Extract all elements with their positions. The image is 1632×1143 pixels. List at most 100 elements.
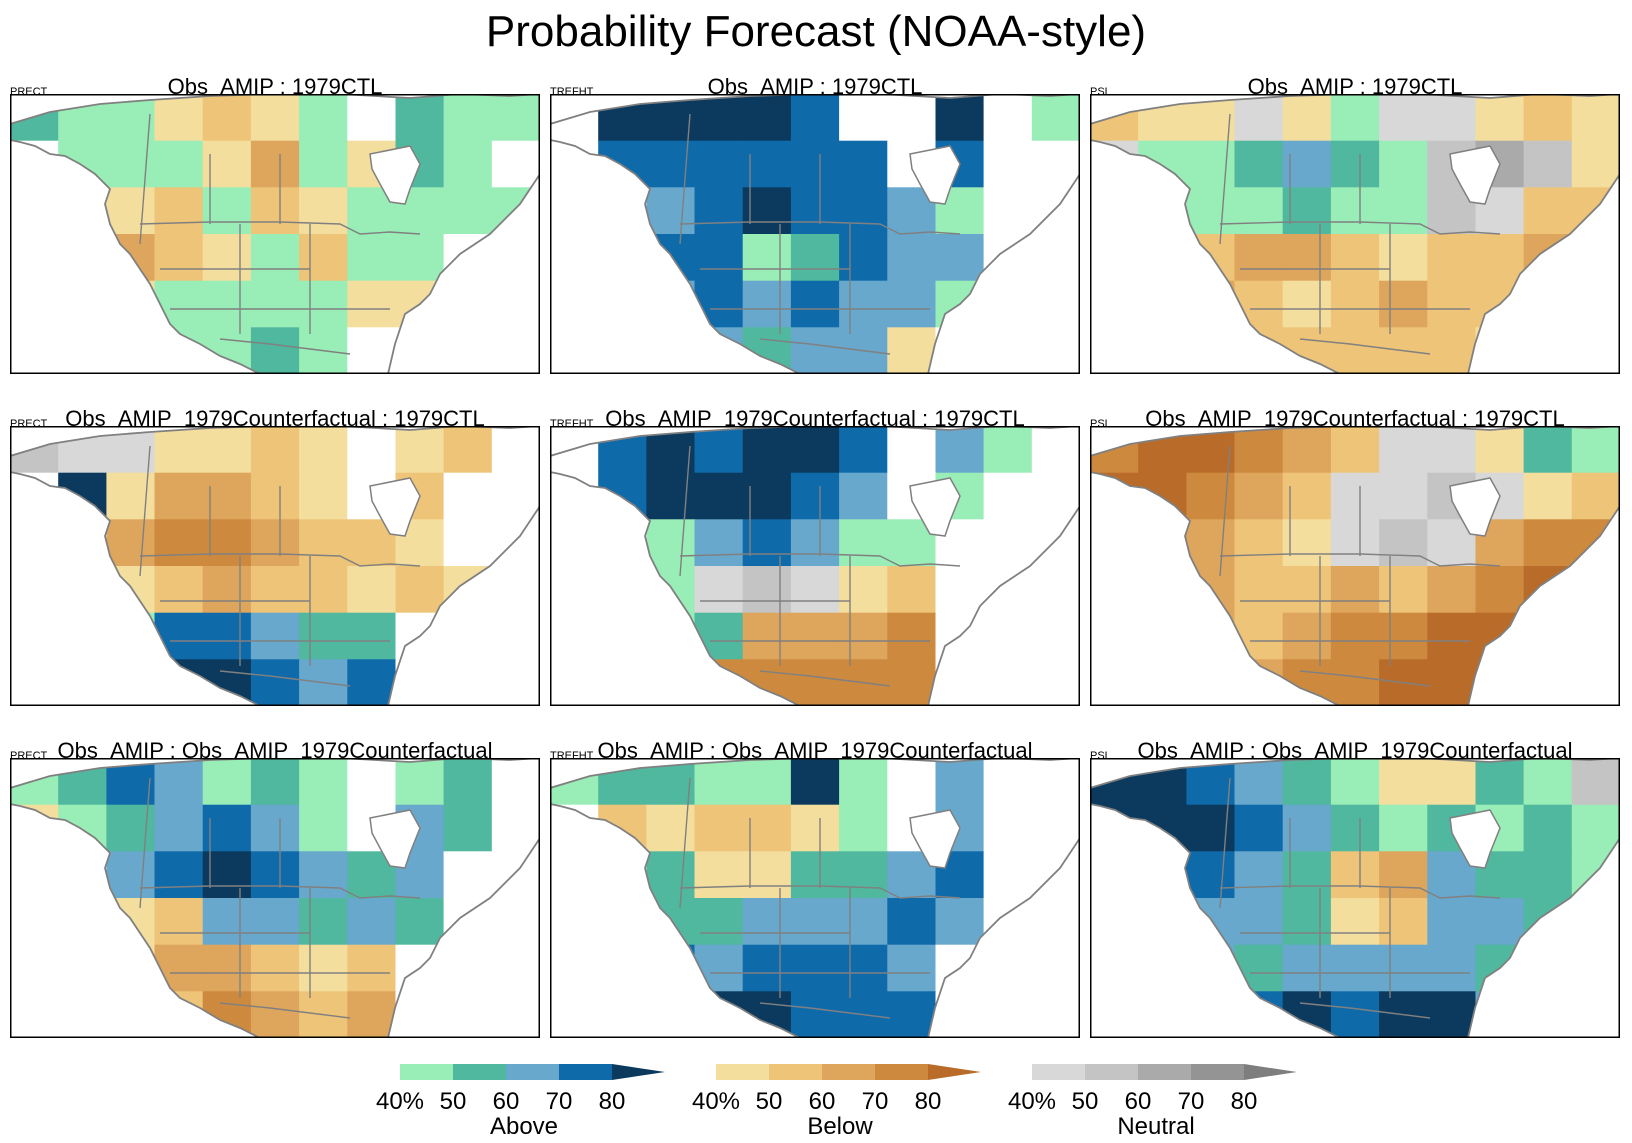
probability-cell: [202, 758, 252, 806]
probability-cell: [347, 659, 397, 706]
probability-cell: [839, 898, 888, 946]
boundary-line: [759, 1002, 891, 1019]
probability-cell: [1330, 327, 1380, 374]
probability-cell: [790, 991, 840, 1038]
probability-cell: [983, 140, 1033, 188]
probability-cell: [250, 758, 300, 806]
probability-cell: [1379, 804, 1428, 852]
probability-cell: [839, 519, 888, 567]
probability-cell: [250, 140, 300, 188]
probability-cell: [202, 187, 252, 235]
colorbar-segment: [822, 1064, 875, 1080]
probability-cell: [839, 472, 888, 520]
probability-cell: [1234, 851, 1284, 899]
colorbar-tick: 70: [545, 1088, 573, 1115]
probability-cell: [742, 898, 792, 946]
probability-cell: [887, 566, 937, 614]
probability-cell: [491, 94, 540, 142]
probability-cell: [1427, 426, 1477, 474]
probability-cell: [250, 659, 300, 706]
map-frame: [550, 94, 1080, 374]
probability-cell: [202, 94, 252, 142]
probability-cell: [347, 991, 397, 1038]
probability-map: [550, 758, 1080, 1038]
probability-cell: [790, 758, 840, 806]
probability-cell: [443, 804, 493, 852]
probability-cell: [1571, 140, 1620, 188]
map-panel-prect-obs-vs-ctl: Obs_AMIP : 1979CTL PRECT: [10, 74, 540, 374]
colorbar-tick: 70: [861, 1088, 889, 1115]
map-frame: [10, 758, 540, 1038]
colorbar-tick: 60: [808, 1088, 836, 1115]
probability-map: [1090, 758, 1620, 1038]
probability-cell: [1330, 140, 1380, 188]
map-panel-trefht-obs-vs-ctl: Obs_AMIP : 1979CTL TREFHT: [550, 74, 1080, 374]
probability-map: [10, 94, 540, 374]
coastline: [10, 426, 540, 706]
probability-cell: [1282, 280, 1332, 328]
probability-cell: [250, 94, 300, 142]
probability-cell: [1379, 234, 1428, 282]
probability-cell: [694, 187, 744, 235]
probability-cell: [347, 898, 397, 946]
probability-cell: [790, 94, 840, 142]
probability-cell: [154, 758, 204, 806]
colorbar-tick: 50: [755, 1088, 783, 1115]
probability-cell: [1427, 758, 1477, 806]
probability-cell: [646, 851, 696, 899]
probability-cell: [1330, 234, 1380, 282]
colorbar-segment: [453, 1064, 506, 1080]
probability-cell: [491, 426, 540, 474]
probability-cell: [443, 140, 493, 188]
boundary-line: [139, 445, 151, 577]
probability-cell: [742, 472, 792, 520]
boundary-line: [139, 777, 151, 909]
colorbar-tick: 40%: [1007, 1088, 1057, 1115]
probability-cell: [250, 187, 300, 235]
probability-cell: [1523, 94, 1573, 142]
boundary-line: [1219, 777, 1231, 909]
probability-cell: [1282, 758, 1332, 806]
colorbar-segment: [769, 1064, 822, 1080]
probability-cell: [1330, 898, 1380, 946]
probability-cell: [1475, 94, 1525, 142]
probability-cell: [935, 426, 985, 474]
probability-cell: [790, 851, 840, 899]
probability-cell: [443, 851, 493, 899]
probability-cell: [250, 472, 300, 520]
probability-cell: [202, 804, 252, 852]
probability-cell: [347, 327, 397, 374]
probability-cell: [299, 944, 348, 992]
probability-cell: [790, 234, 840, 282]
boundary-line: [1299, 338, 1431, 355]
probability-cell: [1282, 94, 1332, 142]
probability-cell: [1330, 612, 1380, 660]
hudson-bay: [909, 809, 961, 869]
colorbar-tick: 80: [1230, 1088, 1258, 1115]
coastline: [550, 758, 1080, 1038]
probability-cell: [1427, 566, 1477, 614]
probability-cell: [790, 327, 840, 374]
boundary-line: [219, 670, 351, 687]
map-frame: [1090, 758, 1620, 1038]
probability-cell: [983, 519, 1033, 567]
colorbar-segment: [716, 1064, 769, 1080]
probability-cell: [1475, 426, 1525, 474]
probability-cell: [1427, 327, 1477, 374]
colorbar-tick: 80: [914, 1088, 942, 1115]
probability-cell: [299, 758, 348, 806]
probability-cell: [299, 426, 348, 474]
colorbar-tick: 40%: [375, 1088, 425, 1115]
probability-cell: [1379, 519, 1428, 567]
probability-cell: [106, 519, 156, 567]
probability-cell: [1523, 140, 1573, 188]
probability-cell: [1330, 758, 1380, 806]
probability-cell: [887, 612, 937, 660]
probability-map: [10, 426, 540, 706]
colorbar-tick: 50: [439, 1088, 467, 1115]
probability-cell: [299, 94, 348, 142]
probability-cell: [1475, 898, 1525, 946]
probability-cell: [395, 758, 445, 806]
boundary-line: [679, 445, 691, 577]
colorbar-below: [716, 1064, 981, 1080]
